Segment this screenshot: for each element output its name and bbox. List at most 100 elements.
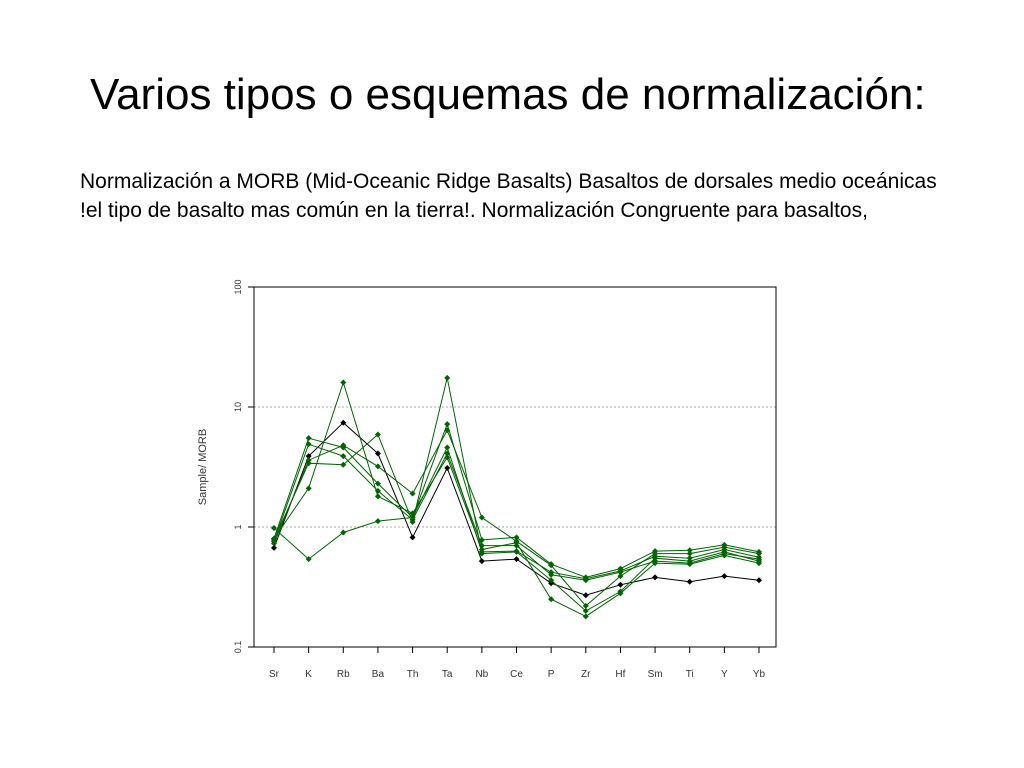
x-tick-label: Rb xyxy=(337,669,350,680)
data-point xyxy=(686,550,693,557)
data-point xyxy=(617,581,624,588)
data-point xyxy=(617,573,624,580)
data-point xyxy=(271,544,277,551)
data-point xyxy=(582,607,589,614)
data-point xyxy=(513,542,520,549)
data-point xyxy=(409,516,416,523)
series-line xyxy=(273,422,760,596)
data-point xyxy=(721,573,728,580)
data-point xyxy=(756,550,762,557)
x-tick-label: P xyxy=(548,669,555,680)
data-point xyxy=(271,538,277,545)
x-tick-label: Ti xyxy=(686,669,694,680)
data-point xyxy=(617,590,624,597)
y-tick-label: 0.1 xyxy=(233,641,243,654)
data-point xyxy=(444,427,451,434)
y-tick-label: 100 xyxy=(233,279,243,294)
data-point xyxy=(652,558,659,565)
data-point xyxy=(444,450,451,457)
data-point xyxy=(374,518,381,525)
series-sample-1 xyxy=(271,419,762,599)
data-point xyxy=(652,550,659,557)
slide-title: Varios tipos o esquemas de normalización… xyxy=(90,70,926,119)
data-point xyxy=(478,550,485,557)
data-point xyxy=(374,431,381,438)
data-point xyxy=(548,571,555,578)
data-point xyxy=(305,441,312,448)
data-point xyxy=(478,546,485,553)
data-point xyxy=(340,379,347,386)
data-point xyxy=(478,558,485,565)
data-point xyxy=(756,577,762,584)
data-point xyxy=(340,529,347,536)
series-line xyxy=(273,377,760,612)
data-point xyxy=(686,547,693,554)
data-point xyxy=(756,560,762,567)
series xyxy=(271,374,762,620)
data-point xyxy=(478,542,485,549)
x-tick-label: Zr xyxy=(581,669,591,680)
data-point xyxy=(409,490,416,497)
x-tick-label: Sm xyxy=(648,669,663,680)
data-point xyxy=(582,592,589,599)
x-tick-label: Yb xyxy=(753,669,766,680)
data-point xyxy=(721,550,728,557)
x-tick-label: Th xyxy=(407,669,419,680)
data-point xyxy=(305,556,312,563)
spider-diagram: 0.1 1 10 100 Sr K Rb Ba Th Ta Nb Ce P Zr Hf Sm Ti Y Yb Sa… xyxy=(197,279,777,680)
data-point xyxy=(444,374,451,381)
data-point xyxy=(340,461,347,468)
data-point xyxy=(652,574,659,581)
data-point xyxy=(340,419,347,426)
data-point xyxy=(548,596,555,603)
data-point xyxy=(271,525,277,532)
x-tick-label: K xyxy=(305,669,312,680)
series-sample-4 xyxy=(271,379,762,620)
series-line xyxy=(273,429,760,607)
data-point xyxy=(686,560,693,567)
plot-frame xyxy=(253,286,777,648)
x-tick-label: Ce xyxy=(510,669,523,680)
data-point xyxy=(340,442,347,449)
slide-text: Normalización a MORB (Mid-Oceanic Ridge … xyxy=(80,170,937,222)
data-point xyxy=(305,435,312,442)
data-point xyxy=(374,463,381,470)
data-point xyxy=(478,514,485,521)
data-point xyxy=(305,485,312,492)
x-tick-label: Ba xyxy=(372,669,385,680)
data-point xyxy=(409,534,416,541)
data-point xyxy=(617,565,624,572)
data-point xyxy=(617,569,624,576)
data-point xyxy=(756,556,762,563)
data-point xyxy=(513,556,520,563)
data-point xyxy=(444,465,451,472)
data-point xyxy=(444,444,451,451)
data-point xyxy=(340,453,347,460)
data-point xyxy=(513,534,520,541)
x-tick-label: Ta xyxy=(442,669,453,680)
y-tick-label: 10 xyxy=(233,402,243,412)
x-tick-label: Hf xyxy=(615,669,625,680)
series-sample-6 xyxy=(271,427,762,609)
data-point xyxy=(444,421,451,428)
y-tick-label: 1 xyxy=(233,524,243,529)
data-point xyxy=(305,453,312,460)
data-point xyxy=(548,577,555,584)
data-point xyxy=(548,562,555,569)
data-point xyxy=(582,613,589,620)
data-point xyxy=(721,544,728,551)
data-point xyxy=(374,450,381,457)
series-sample-3 xyxy=(271,374,762,614)
series-sample-7 xyxy=(271,441,762,584)
data-point xyxy=(582,577,589,584)
x-tick-label: Y xyxy=(721,669,728,680)
data-point xyxy=(582,602,589,609)
data-point xyxy=(374,493,381,500)
x-tick-label: Sr xyxy=(269,669,280,680)
y-axis: 0.1 1 10 100 xyxy=(233,279,254,653)
x-axis: Sr K Rb Ba Th Ta Nb Ce P Zr Hf Sm Ti Y Yb xyxy=(269,647,766,680)
gridlines xyxy=(254,406,776,528)
data-point xyxy=(513,538,520,545)
data-point xyxy=(374,487,381,494)
data-point xyxy=(513,548,520,555)
